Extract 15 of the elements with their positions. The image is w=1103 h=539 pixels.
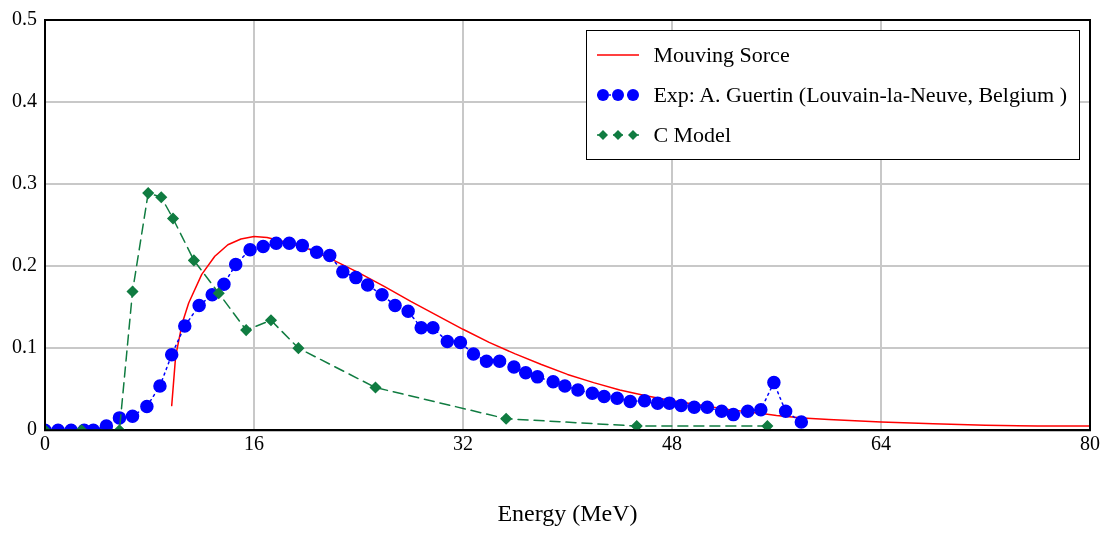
x-tick-label: 48 [662, 432, 682, 455]
y-tick-label: 0.5 [12, 7, 37, 30]
y-tick-label: 0.1 [12, 335, 37, 358]
legend-label: Exp: A. Guertin (Louvain-la-Neuve, Belgium ) [653, 82, 1067, 108]
x-tick-label: 32 [453, 432, 473, 455]
x-tick-label: 16 [244, 432, 264, 455]
y-tick-label: 0.3 [12, 171, 37, 194]
y-tick-label: 0.2 [12, 253, 37, 276]
x-tick-label: 80 [1080, 432, 1100, 455]
x-tick-label: 64 [871, 432, 891, 455]
y-tick-label: 0 [27, 417, 37, 440]
y-tick-label: 0.4 [12, 89, 37, 112]
legend-label: Mouving Sorce [653, 42, 790, 68]
legend-label: C Model [653, 122, 731, 148]
x-axis-title: Energy (MeV) [497, 499, 638, 526]
